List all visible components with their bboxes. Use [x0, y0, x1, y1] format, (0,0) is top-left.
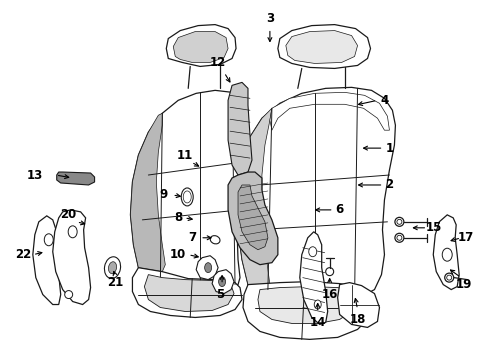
Ellipse shape — [444, 273, 453, 282]
Text: 16: 16 — [321, 288, 337, 301]
Ellipse shape — [64, 291, 73, 298]
Ellipse shape — [108, 262, 116, 274]
Polygon shape — [130, 90, 247, 288]
Text: 12: 12 — [209, 56, 226, 69]
Text: 13: 13 — [27, 168, 43, 181]
Text: 2: 2 — [385, 179, 393, 192]
Text: 22: 22 — [15, 248, 31, 261]
Polygon shape — [57, 172, 94, 185]
Ellipse shape — [218, 276, 225, 287]
Ellipse shape — [396, 235, 401, 240]
Ellipse shape — [44, 234, 53, 246]
Text: 18: 18 — [348, 313, 365, 326]
Polygon shape — [130, 113, 165, 272]
Ellipse shape — [204, 263, 211, 273]
Polygon shape — [196, 256, 218, 280]
Polygon shape — [144, 275, 234, 311]
Polygon shape — [277, 24, 370, 68]
Text: 4: 4 — [380, 94, 388, 107]
Text: 6: 6 — [335, 203, 343, 216]
Ellipse shape — [394, 233, 403, 242]
Text: 15: 15 — [425, 221, 442, 234]
Ellipse shape — [210, 236, 220, 244]
Polygon shape — [53, 210, 90, 305]
Polygon shape — [227, 172, 277, 265]
Polygon shape — [337, 283, 379, 328]
Polygon shape — [299, 232, 327, 324]
Text: 7: 7 — [188, 231, 196, 244]
Polygon shape — [173, 32, 227, 62]
Ellipse shape — [308, 247, 316, 257]
Polygon shape — [432, 215, 458, 289]
Polygon shape — [285, 31, 357, 63]
Polygon shape — [166, 24, 236, 67]
Text: 20: 20 — [61, 208, 77, 221]
Text: 8: 8 — [174, 211, 182, 224]
Text: 19: 19 — [455, 278, 471, 291]
Ellipse shape — [394, 217, 403, 226]
Ellipse shape — [314, 300, 321, 309]
Ellipse shape — [104, 257, 121, 279]
Text: 17: 17 — [457, 231, 473, 244]
Polygon shape — [238, 185, 267, 250]
Text: 10: 10 — [170, 248, 186, 261]
Text: 14: 14 — [309, 316, 325, 329]
Text: 21: 21 — [107, 276, 123, 289]
Text: 9: 9 — [159, 188, 167, 202]
Polygon shape — [243, 282, 371, 339]
Text: 5: 5 — [216, 288, 224, 301]
Ellipse shape — [181, 188, 193, 206]
Text: 11: 11 — [177, 149, 193, 162]
Ellipse shape — [441, 248, 451, 261]
Polygon shape — [269, 92, 388, 130]
Ellipse shape — [68, 226, 77, 238]
Text: 1: 1 — [385, 141, 393, 155]
Polygon shape — [227, 82, 251, 175]
Ellipse shape — [325, 268, 333, 276]
Polygon shape — [237, 108, 271, 285]
Polygon shape — [33, 216, 61, 305]
Polygon shape — [212, 270, 234, 293]
Polygon shape — [132, 268, 242, 318]
Polygon shape — [237, 87, 395, 300]
Ellipse shape — [446, 275, 451, 280]
Text: 3: 3 — [265, 12, 273, 25]
Ellipse shape — [396, 219, 401, 224]
Polygon shape — [258, 287, 353, 323]
